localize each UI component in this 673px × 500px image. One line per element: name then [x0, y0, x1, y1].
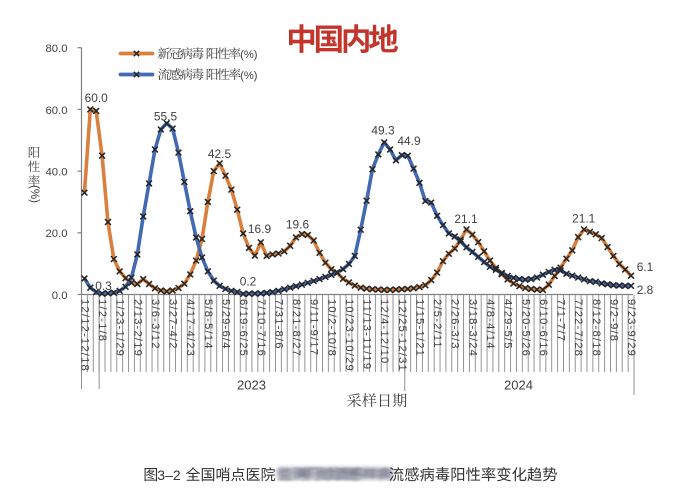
svg-text:21.1: 21.1	[454, 212, 478, 226]
svg-text:0.0: 0.0	[52, 290, 68, 302]
svg-text:5/8-5/14: 5/8-5/14	[202, 299, 214, 350]
svg-text:7/31-8/6: 7/31-8/6	[272, 299, 284, 350]
svg-text:7/1-7/7: 7/1-7/7	[555, 299, 567, 342]
svg-text:4/29-5/5: 4/29-5/5	[502, 299, 514, 350]
svg-text:3/6-3/12: 3/6-3/12	[149, 299, 161, 350]
svg-text:10/2-10/8: 10/2-10/8	[325, 299, 337, 357]
svg-text:2023: 2023	[237, 377, 266, 392]
svg-text:3/18-3/24: 3/18-3/24	[466, 299, 478, 357]
svg-text:2/26-3/3: 2/26-3/3	[449, 299, 461, 350]
svg-text:2024: 2024	[504, 377, 533, 392]
svg-text:12/12-12/18: 12/12-12/18	[78, 299, 90, 372]
svg-text:60.0: 60.0	[46, 105, 68, 117]
svg-text:2/5-2/11: 2/5-2/11	[431, 299, 443, 349]
svg-text:9/2-9/8: 9/2-9/8	[607, 299, 619, 342]
svg-text:12/25-12/31: 12/25-12/31	[396, 299, 408, 372]
svg-text:6.1: 6.1	[637, 260, 654, 274]
svg-text:3–2: 3–2	[157, 467, 181, 483]
svg-text:9/23-9/29: 9/23-9/29	[625, 299, 637, 357]
svg-text:8/21-8/27: 8/21-8/27	[290, 299, 302, 357]
svg-text:80.0: 80.0	[46, 43, 68, 55]
svg-text:40.0: 40.0	[46, 167, 68, 179]
svg-text:11/13-11/19: 11/13-11/19	[361, 299, 373, 370]
svg-text:21.1: 21.1	[572, 211, 596, 225]
svg-text:1/2-1/8: 1/2-1/8	[96, 299, 108, 342]
svg-text:12/4-12/10: 12/4-12/10	[378, 299, 390, 365]
svg-text:49.3: 49.3	[371, 124, 395, 138]
svg-text:2/13-2/19: 2/13-2/19	[131, 299, 143, 357]
svg-text:4/17-4/23: 4/17-4/23	[184, 299, 196, 357]
svg-text:42.5: 42.5	[208, 147, 232, 161]
svg-text:7/22-7/28: 7/22-7/28	[572, 299, 584, 357]
svg-text:5/29-6/4: 5/29-6/4	[220, 299, 232, 350]
svg-text:19.6: 19.6	[286, 217, 310, 231]
svg-text:0.3: 0.3	[95, 279, 112, 293]
svg-text:10/23-10/29: 10/23-10/29	[343, 299, 355, 372]
svg-text:8/12-8/18: 8/12-8/18	[590, 299, 602, 357]
svg-text:1/15-1/21: 1/15-1/21	[413, 299, 425, 357]
svg-text:9/11-9/17: 9/11-9/17	[308, 299, 320, 356]
svg-text:55.5: 55.5	[154, 110, 178, 124]
svg-text:20.0: 20.0	[46, 228, 68, 240]
svg-text:60.0: 60.0	[85, 91, 109, 105]
svg-text:(%): (%)	[240, 49, 258, 61]
svg-text:44.9: 44.9	[397, 134, 421, 148]
svg-text:6/19-6/25: 6/19-6/25	[237, 299, 249, 357]
svg-text:0.2: 0.2	[240, 275, 257, 289]
svg-text:1/23-1/29: 1/23-1/29	[114, 299, 126, 357]
svg-text:5/20-5/26: 5/20-5/26	[519, 299, 531, 357]
svg-text:3/27-4/2: 3/27-4/2	[167, 299, 179, 350]
svg-text:6/10-6/16: 6/10-6/16	[537, 299, 549, 357]
svg-text:16.9: 16.9	[248, 222, 272, 236]
svg-text:2.8: 2.8	[637, 283, 654, 297]
svg-text:(%): (%)	[28, 185, 40, 203]
svg-text:(%): (%)	[240, 70, 258, 82]
svg-text:7/10-7/16: 7/10-7/16	[255, 299, 267, 357]
svg-text:4/8-4/14: 4/8-4/14	[484, 299, 496, 350]
